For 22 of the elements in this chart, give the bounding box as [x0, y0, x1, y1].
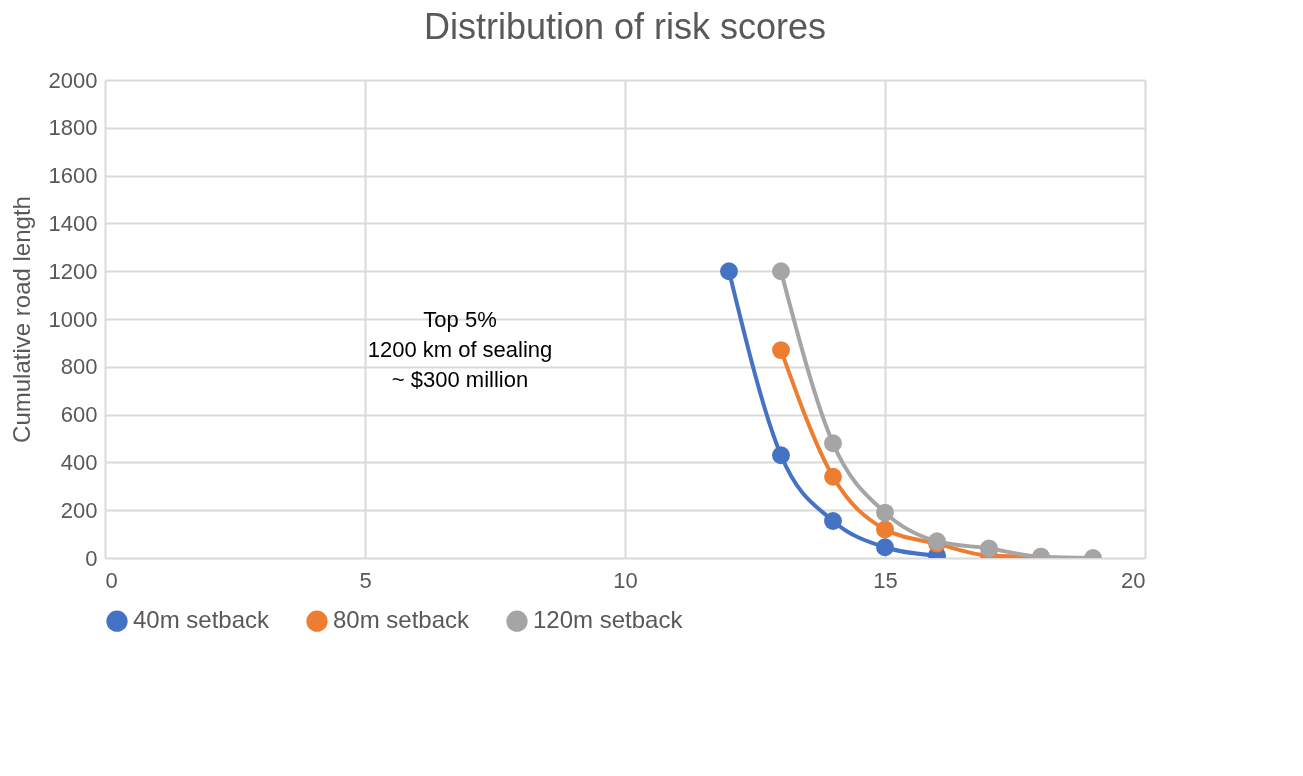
y-tick-label: 0 — [85, 545, 98, 571]
y-tick-label: 1200 — [48, 258, 98, 284]
annotation: Top 5% 1200 km of sealing ~ $300 million — [367, 307, 553, 392]
y-tick-label: 1000 — [48, 306, 98, 332]
y-tick-label: 2000 — [48, 67, 98, 93]
legend-label: 80m setback — [333, 606, 471, 634]
y-tick-label: 800 — [60, 354, 98, 380]
legend-label: 40m setback — [133, 606, 271, 634]
y-tick-label: 400 — [60, 449, 98, 475]
y-tick-label: 1600 — [48, 163, 98, 189]
chart-title: Distribution of risk scores — [423, 6, 827, 47]
y-tick-label: 600 — [60, 402, 98, 428]
legend-label: 120m setback — [533, 606, 684, 634]
y-tick-label: 1800 — [48, 115, 98, 141]
x-tick-label: 10 — [613, 567, 638, 593]
y-tick-label: 200 — [60, 497, 98, 523]
x-tick-label: 5 — [359, 567, 372, 593]
y-axis-title: Cumulative road length — [7, 196, 35, 443]
y-tick-label: 1400 — [48, 210, 98, 236]
x-tick-label: 20 — [1121, 567, 1146, 593]
x-tick-label: 15 — [873, 567, 898, 593]
x-tick-label: 0 — [105, 567, 118, 593]
